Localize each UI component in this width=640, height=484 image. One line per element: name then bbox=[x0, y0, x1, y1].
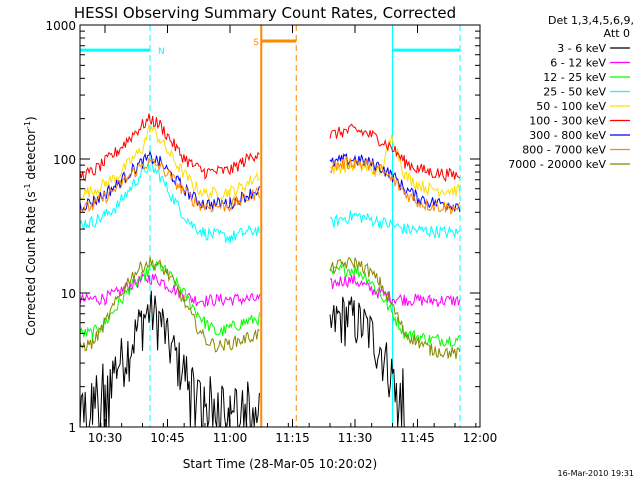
y-axis-label-end: ) bbox=[24, 116, 38, 121]
render-timestamp: 16-Mar-2010 19:31 bbox=[558, 469, 635, 478]
legend-entry-label: 100 - 300 keV bbox=[529, 115, 606, 128]
annotation-label: S bbox=[253, 38, 259, 48]
x-tick-label: 11:00 bbox=[213, 431, 248, 445]
y-axis-label: Corrected Count Rate (s-1 detector-1) bbox=[23, 116, 38, 335]
annotation-label: N bbox=[158, 47, 165, 57]
series-line bbox=[329, 256, 461, 359]
y-tick-label: 1 bbox=[68, 421, 76, 435]
series-line bbox=[329, 152, 461, 213]
legend-entry-label: 3 - 6 keV bbox=[557, 42, 606, 55]
series-line bbox=[329, 155, 461, 215]
series-line bbox=[329, 263, 461, 347]
x-tick-label: 10:30 bbox=[88, 431, 123, 445]
series-line bbox=[329, 210, 461, 240]
x-tick-label: 12:00 bbox=[463, 431, 498, 445]
y-axis-label-mid: detector bbox=[24, 129, 38, 184]
series-line bbox=[329, 296, 405, 428]
x-tick-label: 11:45 bbox=[400, 431, 435, 445]
legend-header-line1: Det 1,3,4,5,6,9, bbox=[548, 14, 634, 27]
legend-entry-label: 6 - 12 keV bbox=[550, 57, 606, 70]
series-line bbox=[79, 124, 260, 200]
y-tick-label: 10 bbox=[61, 287, 76, 301]
series-layer bbox=[79, 113, 461, 429]
y-axis-label-sup1: -1 bbox=[23, 183, 32, 191]
series-line bbox=[79, 158, 260, 244]
plot-frame bbox=[79, 24, 481, 428]
series-line bbox=[329, 123, 461, 182]
y-axis-label-sup2: -1 bbox=[23, 121, 32, 129]
chart-title: HESSI Observing Summary Count Rates, Cor… bbox=[74, 4, 456, 22]
legend-entry-label: 800 - 7000 keV bbox=[522, 144, 606, 157]
series-line bbox=[79, 290, 260, 429]
x-tick-label: 11:30 bbox=[338, 431, 373, 445]
series-line bbox=[79, 113, 260, 182]
legend-entry-label: 50 - 100 keV bbox=[536, 100, 606, 113]
axis-ticks: 10:30 10:45 11:00 11:15 11:30 11:45 12:00 1 10 10… bbox=[45, 19, 497, 445]
series-line bbox=[79, 157, 260, 213]
series-line bbox=[79, 256, 260, 353]
x-tick-label: 10:45 bbox=[150, 431, 185, 445]
legend-entry-label: 25 - 50 keV bbox=[543, 86, 606, 99]
legend-entry-label: 300 - 800 keV bbox=[529, 129, 606, 142]
x-tick-label: 11:15 bbox=[275, 431, 310, 445]
annotation-layer: NS bbox=[80, 25, 461, 427]
legend-header-line2: Att 0 bbox=[604, 27, 630, 40]
y-axis-label-main: Corrected Count Rate (s bbox=[24, 191, 38, 335]
y-tick-label: 1000 bbox=[45, 19, 76, 33]
y-tick-label: 100 bbox=[53, 153, 76, 167]
series-line bbox=[79, 272, 261, 308]
x-axis-label: Start Time (28-Mar-05 10:20:02) bbox=[183, 457, 377, 471]
series-line bbox=[329, 274, 461, 307]
legend-entry-label: 12 - 25 keV bbox=[543, 71, 606, 84]
legend-entry-label: 7000 - 20000 keV bbox=[508, 158, 606, 171]
